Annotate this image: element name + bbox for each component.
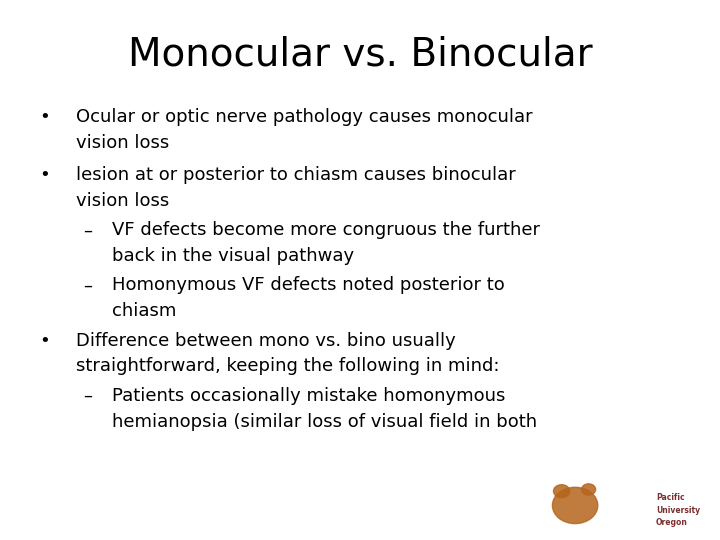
Text: Homonymous VF defects noted posterior to: Homonymous VF defects noted posterior to xyxy=(112,276,504,294)
Circle shape xyxy=(582,484,595,495)
Circle shape xyxy=(554,485,570,498)
Text: Monocular vs. Binocular: Monocular vs. Binocular xyxy=(127,35,593,73)
Text: Oregon: Oregon xyxy=(656,517,688,526)
Text: lesion at or posterior to chiasm causes binocular: lesion at or posterior to chiasm causes … xyxy=(76,166,516,184)
Text: •: • xyxy=(40,108,50,126)
Text: chiasm: chiasm xyxy=(112,302,176,320)
Text: VF defects become more congruous the further: VF defects become more congruous the fur… xyxy=(112,221,539,239)
Text: •: • xyxy=(40,166,50,184)
Text: straightforward, keeping the following in mind:: straightforward, keeping the following i… xyxy=(76,357,499,375)
Text: –: – xyxy=(83,387,92,404)
Text: •: • xyxy=(40,332,50,349)
Text: University: University xyxy=(656,507,700,515)
Text: hemianopsia (similar loss of visual field in both: hemianopsia (similar loss of visual fiel… xyxy=(112,413,536,430)
Text: Difference between mono vs. bino usually: Difference between mono vs. bino usually xyxy=(76,332,455,349)
Text: vision loss: vision loss xyxy=(76,134,169,152)
Text: back in the visual pathway: back in the visual pathway xyxy=(112,247,354,265)
Text: –: – xyxy=(83,276,92,294)
Text: Ocular or optic nerve pathology causes monocular: Ocular or optic nerve pathology causes m… xyxy=(76,108,532,126)
Text: –: – xyxy=(83,221,92,239)
Text: Pacific: Pacific xyxy=(656,494,685,502)
Text: vision loss: vision loss xyxy=(76,192,169,210)
Circle shape xyxy=(552,487,598,524)
Text: Patients occasionally mistake homonymous: Patients occasionally mistake homonymous xyxy=(112,387,505,404)
